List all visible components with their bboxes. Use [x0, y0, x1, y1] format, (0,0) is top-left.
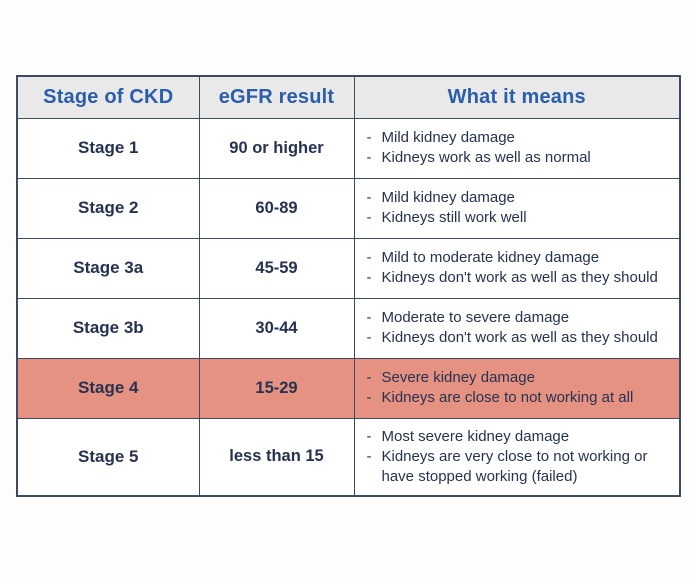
meaning-item: - Kidneys still work well [367, 208, 672, 228]
bullet-dash: - [366, 389, 372, 406]
meaning-text: Severe kidney damage [381, 369, 535, 386]
meaning-cell: - Severe kidney damage - Kidneys are close… [353, 357, 681, 419]
meaning-item: - Kidneys don't work as well as they shou… [367, 268, 672, 288]
meaning-cell: - Moderate to severe damage - Kidneys don'… [353, 297, 681, 359]
stage-cell: Stage 1 [16, 117, 200, 179]
meaning-text: Kidneys still work well [381, 209, 527, 226]
meaning-text: Mild to moderate kidney damage [381, 249, 600, 266]
bullet-dash: - [366, 249, 372, 266]
table-row: Stage 5 less than 15 - Most severe kidney… [16, 417, 681, 496]
meaning-text: Kidneys are close to not working at all [381, 389, 634, 406]
meaning-text: Moderate to severe damage [381, 309, 570, 326]
meaning-text: Kidneys work as well as normal [381, 149, 591, 166]
egfr-cell: less than 15 [198, 417, 355, 496]
egfr-cell: 45-59 [198, 237, 355, 299]
stage-cell: Stage 3a [16, 237, 200, 299]
meaning-cell: - Mild kidney damage - Kidneys work as wel… [353, 117, 681, 179]
stage-cell: Stage 5 [16, 417, 200, 496]
meaning-item: - Severe kidney damage [367, 368, 672, 388]
bullet-dash: - [366, 427, 372, 445]
meaning-item: - Kidneys are very close to not working o… [367, 447, 672, 487]
egfr-cell: 90 or higher [198, 117, 355, 179]
bullet-dash: - [366, 329, 372, 346]
bullet-dash: - [366, 269, 372, 286]
egfr-cell: 60-89 [198, 177, 355, 239]
table-row: Stage 1 90 or higher - Mild kidney damage… [16, 117, 681, 179]
meaning-text: Kidneys don't work as well as they shoul… [381, 329, 658, 346]
meaning-item: - Kidneys work as well as normal [367, 148, 672, 168]
table-row: Stage 4 15-29 - Severe kidney damage - Kid… [16, 357, 681, 419]
meaning-item: - Mild to moderate kidney damage [367, 248, 672, 268]
meaning-text: Kidneys don't work as well as they shoul… [381, 269, 658, 286]
meaning-item: - Moderate to severe damage [367, 308, 672, 328]
meaning-item: - Most severe kidney damage [367, 427, 672, 447]
stage-cell: Stage 3b [16, 297, 200, 359]
bullet-dash: - [366, 149, 372, 166]
meaning-item: - Mild kidney damage [367, 188, 672, 208]
bullet-dash: - [366, 309, 372, 326]
bullet-dash: - [366, 209, 372, 226]
bullet-dash: - [366, 447, 372, 465]
meaning-cell: - Most severe kidney damage - Kidneys are … [353, 417, 681, 496]
meaning-item: - Kidneys are close to not working at all [367, 388, 672, 408]
meaning-text: Most severe kidney damage [381, 427, 570, 445]
column-header-meaning: What it means [353, 75, 681, 119]
table-row: Stage 3b 30-44 - Moderate to severe damag… [16, 297, 681, 359]
header-row: Stage of CKD eGFR result What it means [16, 75, 681, 119]
meaning-item: - Kidneys don't work as well as they shou… [367, 328, 672, 348]
column-header-egfr: eGFR result [198, 75, 355, 119]
meaning-text: Mild kidney damage [381, 129, 515, 146]
stage-cell: Stage 2 [16, 177, 200, 239]
ckd-stages-table: Stage of CKD eGFR result What it means S… [16, 75, 681, 497]
bullet-dash: - [366, 129, 372, 146]
stage-cell: Stage 4 [16, 357, 200, 419]
bullet-dash: - [366, 189, 372, 206]
meaning-cell: - Mild kidney damage - Kidneys still work … [353, 177, 681, 239]
meaning-item: - Mild kidney damage [367, 128, 672, 148]
egfr-cell: 15-29 [198, 357, 355, 419]
meaning-text: Kidneys are very close to not working or… [381, 447, 648, 485]
egfr-cell: 30-44 [198, 297, 355, 359]
meaning-cell: - Mild to moderate kidney damage - Kidneys… [353, 237, 681, 299]
table-row: Stage 2 60-89 - Mild kidney damage - Kidne… [16, 177, 681, 239]
column-header-stage: Stage of CKD [16, 75, 200, 119]
meaning-text: Mild kidney damage [381, 189, 515, 206]
bullet-dash: - [366, 369, 372, 386]
table-row: Stage 3a 45-59 - Mild to moderate kidney … [16, 237, 681, 299]
